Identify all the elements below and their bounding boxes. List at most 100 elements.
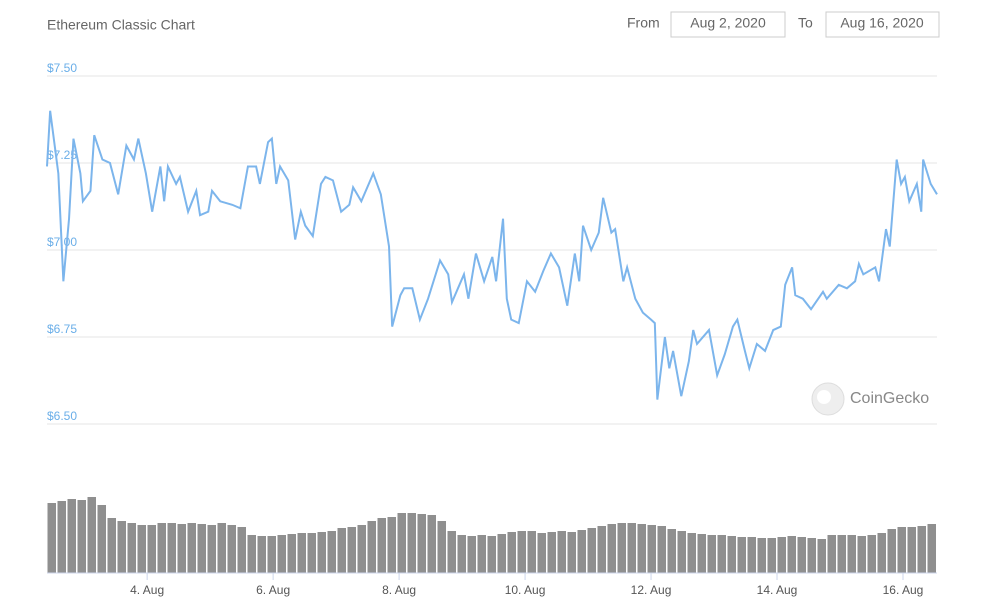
volume-bar xyxy=(187,523,196,573)
volume-bar xyxy=(67,499,76,573)
y-tick-label: $6.50 xyxy=(47,409,77,423)
y-tick-label: $7.50 xyxy=(47,61,77,75)
volume-bar xyxy=(537,533,546,573)
volume-bar xyxy=(487,536,496,573)
volume-bar xyxy=(907,527,916,573)
volume-bar xyxy=(77,500,86,573)
volume-bar xyxy=(97,505,106,573)
volume-bar xyxy=(357,525,366,573)
volume-bar xyxy=(497,534,506,573)
volume-bar xyxy=(557,531,566,573)
x-tick-label: 10. Aug xyxy=(505,583,546,597)
volume-bar xyxy=(887,529,896,573)
volume-bar xyxy=(407,513,416,573)
volume-bar xyxy=(657,526,666,573)
volume-bar xyxy=(107,518,116,573)
watermark-text: CoinGecko xyxy=(850,390,929,407)
volume-bar xyxy=(317,532,326,573)
volume-bar xyxy=(227,525,236,573)
volume-bar xyxy=(577,530,586,573)
from-date[interactable]: Aug 2, 2020 xyxy=(690,15,766,31)
volume-bar xyxy=(707,535,716,573)
volume-bar xyxy=(277,535,286,573)
volume-bar xyxy=(257,536,266,573)
volume-bar xyxy=(857,536,866,573)
volume-bar xyxy=(507,532,516,573)
price-line xyxy=(46,110,938,400)
volume-bar xyxy=(607,524,616,573)
volume-bar xyxy=(847,535,856,573)
volume-bar xyxy=(427,515,436,573)
volume-bar xyxy=(337,528,346,573)
volume-bar xyxy=(677,531,686,573)
volume-bar xyxy=(207,525,216,573)
volume-bar xyxy=(117,521,126,573)
volume-bar xyxy=(287,534,296,573)
volume-bar xyxy=(217,523,226,573)
volume-bar xyxy=(127,523,136,573)
volume-bar xyxy=(267,536,276,573)
volume-bar xyxy=(787,536,796,573)
volume-bar xyxy=(517,531,526,573)
volume-bar xyxy=(637,524,646,573)
volume-bar xyxy=(587,528,596,573)
volume-bar xyxy=(417,514,426,573)
volume-bar xyxy=(157,523,166,573)
volume-bar xyxy=(547,532,556,573)
volume-bar xyxy=(717,535,726,573)
volume-bar xyxy=(807,538,816,573)
volume-bar xyxy=(797,537,806,573)
volume-bar xyxy=(727,536,736,573)
volume-bar xyxy=(597,526,606,573)
volume-bar xyxy=(197,524,206,573)
volume-bar xyxy=(327,531,336,573)
from-label: From xyxy=(627,15,660,31)
volume-bar xyxy=(757,538,766,573)
volume-bar xyxy=(247,535,256,573)
volume-bar xyxy=(877,533,886,573)
watermark-logo-eye xyxy=(817,390,831,404)
volume-bar xyxy=(477,535,486,573)
volume-bar xyxy=(697,534,706,573)
volume-bar xyxy=(297,533,306,573)
volume-bar xyxy=(827,535,836,573)
volume-bar xyxy=(367,521,376,573)
volume-bar xyxy=(747,537,756,573)
volume-bar xyxy=(617,523,626,573)
y-tick-label: $6.75 xyxy=(47,322,77,336)
volume-bar xyxy=(917,526,926,573)
x-tick-label: 8. Aug xyxy=(382,583,416,597)
volume-bar xyxy=(137,525,146,573)
watermark: CoinGecko xyxy=(811,382,929,416)
volume-bar xyxy=(147,525,156,573)
volume-bar xyxy=(87,497,96,573)
volume-bar xyxy=(527,531,536,573)
to-input[interactable] xyxy=(825,11,940,38)
volume-bar xyxy=(177,524,186,573)
volume-bar xyxy=(667,529,676,573)
volume-bar xyxy=(777,537,786,573)
volume-bar xyxy=(237,527,246,573)
chart-title: Ethereum Classic Chart xyxy=(47,17,195,33)
volume-bar xyxy=(867,535,876,573)
volume-bar xyxy=(647,525,656,573)
volume-bar xyxy=(627,523,636,573)
x-tick-label: 16. Aug xyxy=(883,583,924,597)
volume-bar xyxy=(837,535,846,573)
volume-bar xyxy=(397,513,406,573)
to-date[interactable]: Aug 16, 2020 xyxy=(840,15,924,31)
volume-bar xyxy=(927,524,936,573)
volume-bar xyxy=(737,537,746,573)
volume-bar xyxy=(387,517,396,573)
volume-bar xyxy=(767,538,776,573)
volume-bar xyxy=(377,518,386,573)
x-tick-label: 12. Aug xyxy=(631,583,672,597)
to-label: To xyxy=(798,15,813,31)
volume-bar xyxy=(687,533,696,573)
x-tick-label: 4. Aug xyxy=(130,583,164,597)
volume-bar xyxy=(457,535,466,573)
x-tick-label: 6. Aug xyxy=(256,583,290,597)
volume-bar xyxy=(447,531,456,573)
from-input[interactable] xyxy=(670,11,786,38)
